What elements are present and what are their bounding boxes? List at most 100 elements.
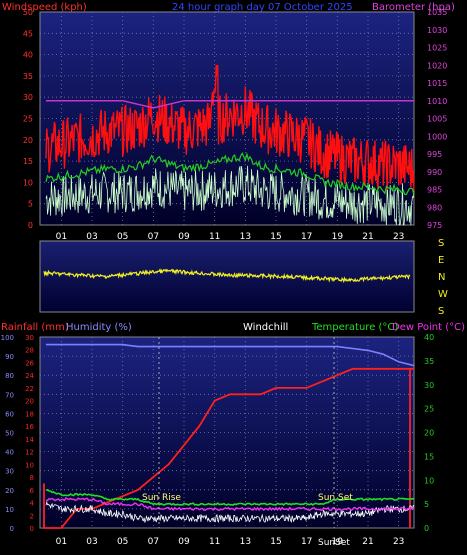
windspeed-tick-label: 25: [23, 115, 33, 124]
rainfall-tick-label: 4: [30, 500, 35, 508]
x-tick-label: 03: [86, 537, 97, 547]
x-tick-label: 19: [332, 537, 344, 547]
temperature-tick-label: 25: [424, 405, 434, 414]
rainfall-tick-label: 26: [25, 359, 34, 367]
humidity-tick-label: 60: [5, 410, 14, 418]
barometer-ticks: 975 980 985 990 995 1000 1005 1010 1015 1020 1025 1…: [427, 8, 447, 230]
x-tick-label: 11: [209, 537, 220, 547]
x-tick-label: 19: [332, 232, 344, 242]
barometer-tick-label: 985: [427, 186, 442, 195]
x-tick-label: 01: [56, 537, 67, 547]
temperature-tick-label: 0: [424, 524, 429, 533]
temperature-tick-label: 5: [424, 500, 429, 509]
temperature-tick-label: 30: [424, 381, 434, 390]
temperature-panel: Rainfall (mm) Humidity (%) Windchill Tem…: [1, 322, 465, 548]
top-time-ticks: 01 03 05 07 09 11 13 15 17 19 21 23: [56, 232, 405, 242]
rainfall-tick-label: 8: [30, 474, 34, 482]
barometer-tick-label: 1035: [427, 8, 447, 17]
windspeed-tick-label: 15: [23, 157, 33, 166]
x-tick-label: 13: [240, 232, 251, 242]
humidity-tick-label: 10: [5, 506, 14, 514]
temperature-series: [43, 343, 415, 529]
windspeed-ticks: 0 5 10 15 20 25 30 35 40 45 50: [23, 8, 33, 230]
x-tick-label: 09: [178, 232, 190, 242]
windspeed-tick-label: 40: [23, 51, 33, 60]
windchill-line: [45, 500, 415, 524]
temperature-line: [45, 488, 415, 507]
direction-label: S: [438, 306, 444, 317]
humidity-tick-label: 0: [10, 525, 14, 533]
windspeed-axis-label: Windspeed (kph): [2, 2, 87, 13]
direction-label: S: [438, 238, 444, 249]
barometer-tick-label: 1025: [427, 44, 447, 53]
x-tick-label: 13: [240, 537, 251, 547]
x-tick-label: 07: [148, 232, 159, 242]
rainfall-line: [43, 367, 414, 529]
windspeed-series: [45, 64, 415, 226]
humidity-tick-label: 40: [5, 449, 14, 457]
humidity-tick-label: 100: [1, 334, 14, 342]
direction-label: W: [438, 289, 448, 300]
x-tick-label: 11: [209, 232, 220, 242]
windspeed-tick-label: 10: [23, 178, 33, 187]
humidity-axis-label: Humidity (%): [66, 322, 132, 333]
x-tick-label: 23: [393, 232, 404, 242]
barometer-tick-label: 1030: [427, 26, 447, 35]
sunset-label: Sun Set: [318, 493, 353, 503]
windspeed-tick-label: 35: [23, 72, 33, 81]
barometer-tick-label: 1010: [427, 97, 447, 106]
direction-label: N: [438, 272, 445, 283]
humidity-tick-label: 80: [5, 372, 14, 380]
rainfall-tick-label: 6: [30, 487, 35, 495]
humidity-line: [46, 343, 415, 367]
temperature-tick-label: 40: [424, 333, 434, 342]
x-tick-label: 03: [86, 232, 97, 242]
windspeed-tick-label: 0: [28, 221, 33, 230]
windchill-legend-label: Windchill: [243, 322, 288, 333]
x-tick-label: 23: [393, 537, 404, 547]
rainfall-tick-label: 0: [30, 525, 34, 533]
barometer-tick-label: 995: [427, 150, 442, 159]
barometer-tick-label: 975: [427, 221, 442, 230]
x-tick-label: 15: [270, 232, 281, 242]
chart-title: 24 hour graph day 07 October 2025: [172, 2, 353, 13]
x-tick-label: 07: [148, 537, 159, 547]
windspeed-tick-label: 5: [28, 200, 33, 209]
direction-series: [43, 268, 411, 284]
wind-average-line: [45, 151, 415, 196]
rainfall-tick-label: 20: [25, 398, 34, 406]
sunrise-label: Sun Rise: [142, 493, 181, 503]
humidity-tick-label: 90: [5, 353, 14, 361]
rainfall-tick-label: 28: [25, 347, 34, 355]
x-tick-label: 17: [301, 232, 312, 242]
windspeed-tick-label: 20: [23, 136, 33, 145]
x-tick-label: 05: [117, 537, 128, 547]
rainfall-tick-label: 14: [25, 436, 34, 444]
x-tick-label: 09: [178, 537, 190, 547]
dewpoint-line: [46, 497, 415, 512]
humidity-tick-label: 20: [5, 487, 14, 495]
rainfall-tick-label: 30: [25, 334, 34, 342]
x-tick-label: 15: [270, 537, 281, 547]
x-tick-label: 21: [362, 232, 373, 242]
rainfall-tick-label: 16: [25, 423, 34, 431]
rainfall-tick-label: 22: [25, 385, 34, 393]
humidity-ticks: 0 10 20 30 40 50 60 70 80 90 100: [1, 334, 14, 533]
sunset-axis-label: SunSet: [318, 538, 350, 548]
bottom-time-ticks: 01 03 05 07 09 11 13 15 17 19 21 23: [56, 537, 405, 547]
direction-line: [43, 268, 411, 284]
temperature-tick-label: 15: [424, 452, 434, 461]
temperature-axis-label: Temperature (°C): [311, 322, 398, 333]
rainfall-axis-label: Rainfall (mm): [1, 322, 69, 333]
rainfall-tick-label: 12: [25, 449, 34, 457]
humidity-tick-label: 50: [5, 430, 14, 438]
temperature-tick-label: 20: [424, 429, 434, 438]
temperature-ticks: 0 5 10 15 20 25 30 35 40: [424, 333, 434, 533]
dewpoint-axis-label: Dew Point (°C): [392, 322, 465, 333]
barometer-tick-label: 990: [427, 168, 442, 177]
barometer-tick-label: 1015: [427, 79, 447, 88]
